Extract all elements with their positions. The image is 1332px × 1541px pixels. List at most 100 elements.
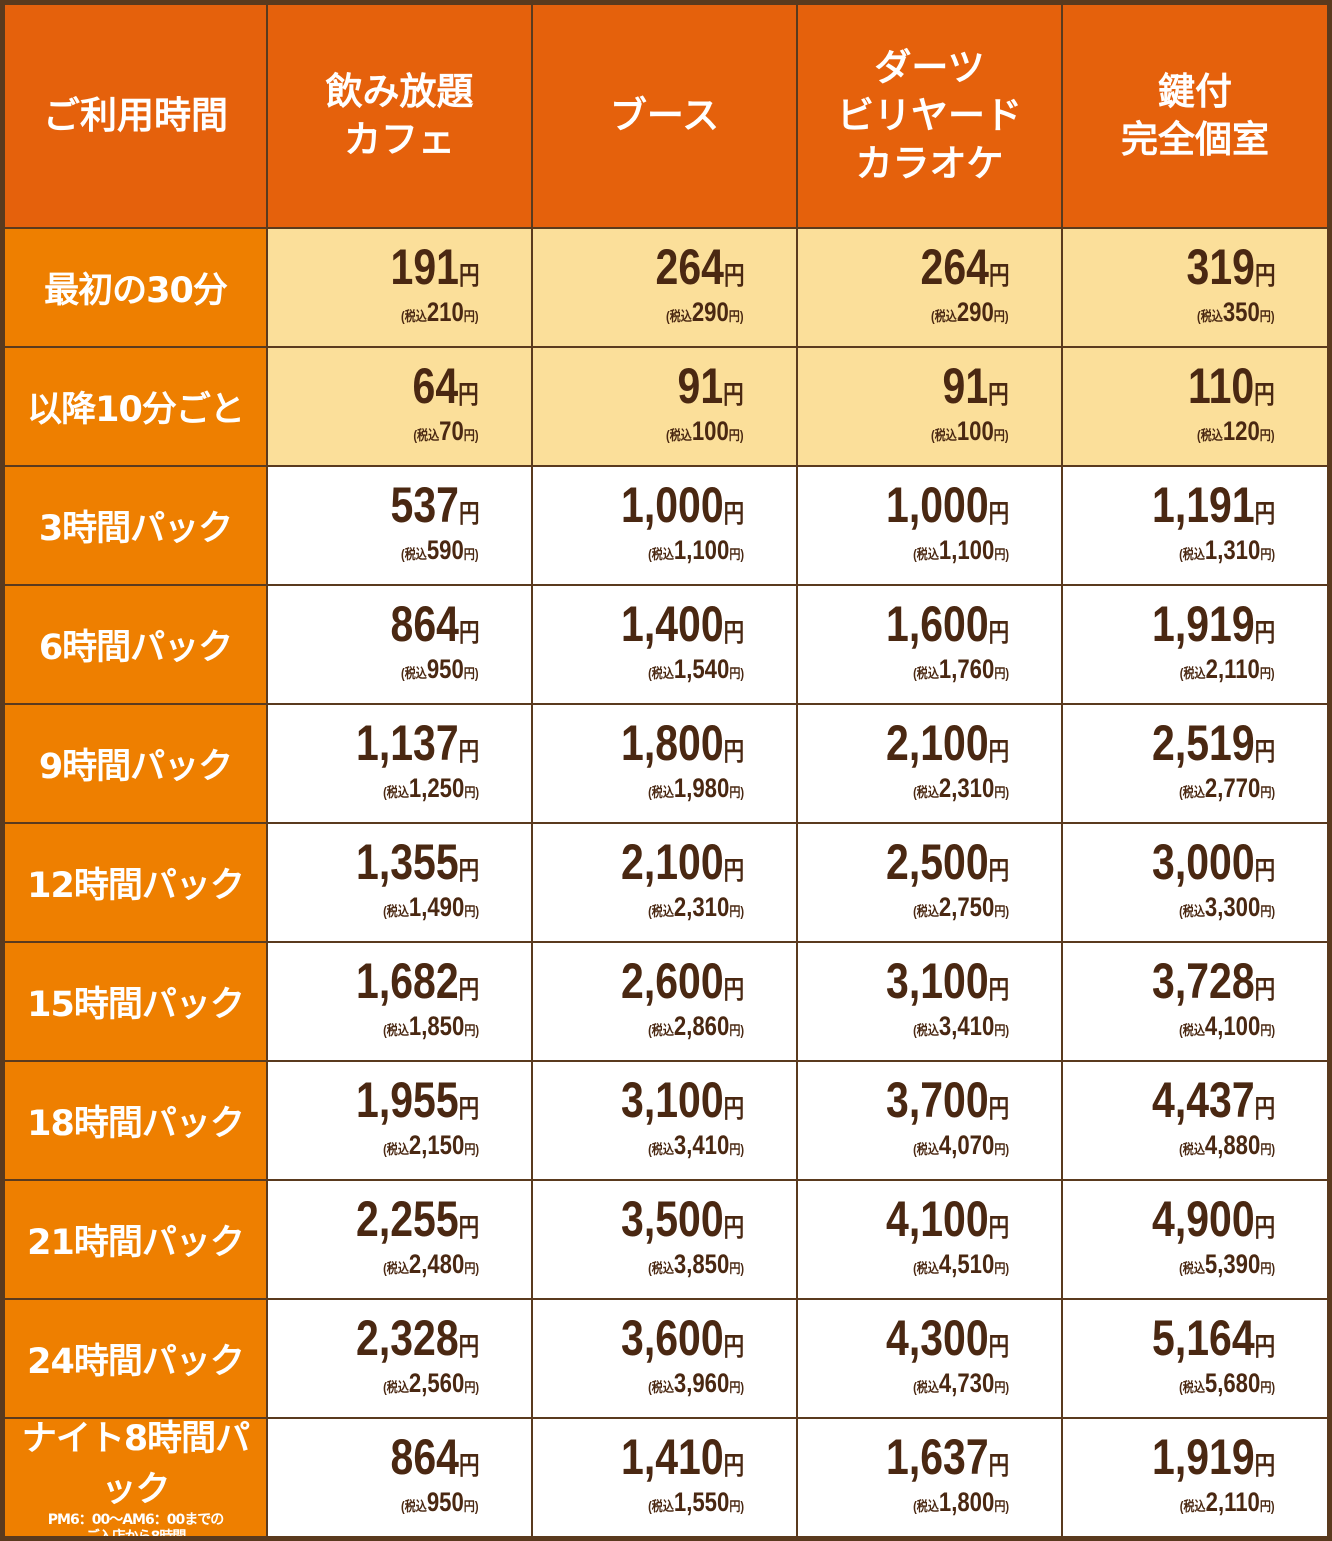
tax-price: (税込210円): [401, 296, 479, 327]
tax-price: (税込4,070円): [912, 1129, 1009, 1160]
price-cell: 1,410円 (税込1,550円): [533, 1419, 796, 1536]
row-label: 以降10分ごと: [5, 348, 266, 465]
price-cell: 2,255円 (税込2,480円): [268, 1181, 531, 1298]
tax-price: (税込1,250円): [382, 772, 479, 803]
tax-price: (税込4,730円): [912, 1367, 1009, 1398]
header-line: カラオケ: [855, 142, 1004, 185]
tax-price: (税込5,680円): [1178, 1367, 1275, 1398]
row-label: 18時間パック: [5, 1062, 266, 1179]
row-label-text: 18時間パック: [27, 1104, 245, 1144]
tax-price: (税込1,850円): [382, 1010, 479, 1041]
tax-price: (税込4,880円): [1178, 1129, 1275, 1160]
header-cell: ブース: [533, 5, 796, 227]
price: 1,000円: [885, 476, 1009, 533]
row-label-text: 12時間パック: [27, 866, 245, 906]
tax-price: (税込3,850円): [647, 1248, 744, 1279]
price: 1,191円: [1151, 476, 1275, 533]
tax-price: (税込1,540円): [647, 653, 744, 684]
price-cell: 4,100円 (税込4,510円): [798, 1181, 1061, 1298]
tax-price: (税込2,770円): [1178, 772, 1275, 803]
price-cell: 1,400円 (税込1,540円): [533, 586, 796, 703]
header-line: 飲み放題: [325, 70, 474, 113]
header-line: ダーツ: [874, 46, 985, 89]
price-cell: 2,600円 (税込2,860円): [533, 943, 796, 1060]
price: 1,000円: [620, 476, 744, 533]
price-cell: 264円 (税込290円): [798, 229, 1061, 346]
price: 1,919円: [1151, 1428, 1275, 1485]
price-cell: 3,100円 (税込3,410円): [533, 1062, 796, 1179]
tax-price: (税込1,550円): [647, 1486, 744, 1517]
price-cell: 319円 (税込350円): [1063, 229, 1327, 346]
tax-price: (税込3,410円): [647, 1129, 744, 1160]
tax-price: (税込2,480円): [382, 1248, 479, 1279]
price: 1,682円: [355, 952, 479, 1009]
header-line: ブース: [609, 94, 720, 137]
tax-price: (税込2,860円): [647, 1010, 744, 1041]
price-cell: 864円 (税込950円): [268, 586, 531, 703]
header-line: ご利用時間: [43, 94, 228, 137]
tax-price: (税込1,100円): [647, 534, 744, 565]
tax-price: (税込4,510円): [912, 1248, 1009, 1279]
price-cell: 64円 (税込70円): [268, 348, 531, 465]
price-cell: 5,164円 (税込5,680円): [1063, 1300, 1327, 1417]
header-line: 鍵付: [1158, 70, 1232, 113]
price-cell: 2,328円 (税込2,560円): [268, 1300, 531, 1417]
tax-price: (税込100円): [666, 415, 744, 446]
price: 3,600円: [620, 1309, 744, 1366]
price-cell: 1,919円 (税込2,110円): [1063, 1419, 1327, 1536]
tax-price: (税込950円): [401, 653, 479, 684]
tax-price: (税込1,310円): [1178, 534, 1275, 565]
tax-price: (税込70円): [413, 415, 479, 446]
price-cell: 1,955円 (税込2,150円): [268, 1062, 531, 1179]
price: 3,100円: [885, 952, 1009, 1009]
price-cell: 3,000円 (税込3,300円): [1063, 824, 1327, 941]
price-cell: 2,100円 (税込2,310円): [798, 705, 1061, 822]
header-line: 完全個室: [1121, 118, 1269, 161]
header-line: カフェ: [344, 118, 455, 161]
price: 1,919円: [1151, 595, 1275, 652]
row-label-text: ナイト8時間パック: [21, 1419, 250, 1510]
price-cell: 4,900円 (税込5,390円): [1063, 1181, 1327, 1298]
row-note: PM6：00～AM6：00までの: [47, 1511, 224, 1528]
row-label: 15時間パック: [5, 943, 266, 1060]
row-label: 6時間パック: [5, 586, 266, 703]
tax-price: (税込4,100円): [1178, 1010, 1275, 1041]
header-cell: ダーツビリヤードカラオケ: [798, 5, 1061, 227]
tax-price: (税込950円): [401, 1486, 479, 1517]
tax-price: (税込100円): [931, 415, 1009, 446]
price: 3,728円: [1151, 952, 1275, 1009]
price: 2,100円: [620, 833, 744, 890]
header-line: ビリヤード: [837, 94, 1022, 137]
price: 91円: [677, 357, 744, 414]
price: 264円: [920, 238, 1009, 295]
price: 3,000円: [1151, 833, 1275, 890]
price-cell: 3,728円 (税込4,100円): [1063, 943, 1327, 1060]
row-label-text: 以降10分ごと: [27, 390, 245, 430]
tax-price: (税込1,490円): [382, 891, 479, 922]
price-cell: 3,600円 (税込3,960円): [533, 1300, 796, 1417]
price-cell: 2,100円 (税込2,310円): [533, 824, 796, 941]
price: 1,410円: [620, 1428, 744, 1485]
price-cell: 3,100円 (税込3,410円): [798, 943, 1061, 1060]
tax-price: (税込2,150円): [382, 1129, 479, 1160]
price: 2,600円: [620, 952, 744, 1009]
header-cell: ご利用時間: [5, 5, 266, 227]
tax-price: (税込1,980円): [647, 772, 744, 803]
price: 110円: [1188, 357, 1275, 414]
price: 2,519円: [1151, 714, 1275, 771]
price: 2,255円: [355, 1190, 479, 1247]
price: 191円: [390, 238, 479, 295]
tax-price: (税込2,110円): [1180, 653, 1275, 684]
price-cell: 2,519円 (税込2,770円): [1063, 705, 1327, 822]
row-label-text: 24時間パック: [27, 1342, 245, 1382]
price-cell: 91円 (税込100円): [533, 348, 796, 465]
price: 1,955円: [355, 1071, 479, 1128]
row-label-text: 15時間パック: [27, 985, 245, 1025]
price-cell: 264円 (税込290円): [533, 229, 796, 346]
price: 864円: [390, 1428, 479, 1485]
tax-price: (税込2,310円): [647, 891, 744, 922]
price-cell: 1,355円 (税込1,490円): [268, 824, 531, 941]
header-cell: 鍵付 完全個室: [1063, 5, 1327, 227]
